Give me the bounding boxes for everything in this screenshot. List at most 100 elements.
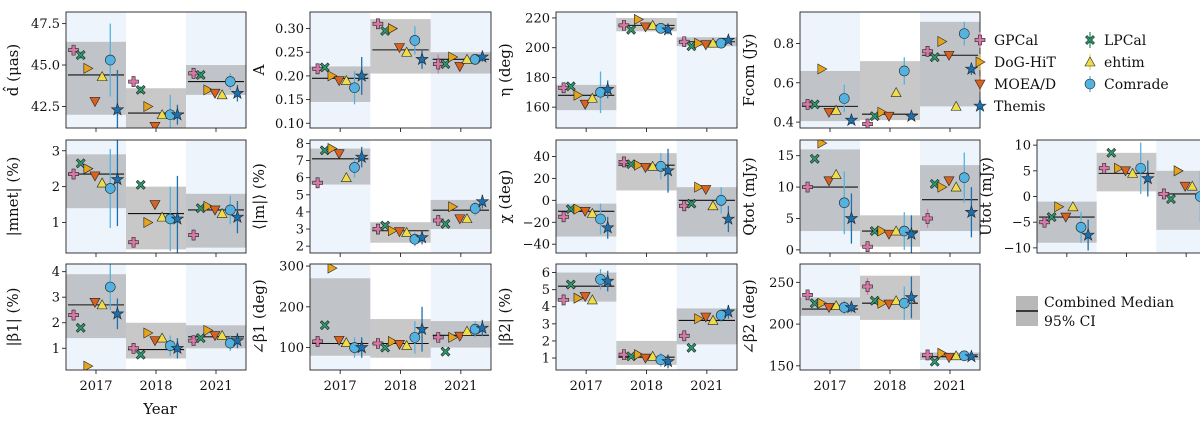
point-themis-2017 — [844, 300, 859, 314]
point-gpcal-2017 — [1039, 216, 1050, 228]
point-gpcal-2021 — [188, 335, 199, 346]
point-themis-2018 — [170, 211, 185, 225]
y-axis-label-m: ⟨|m|⟩ (%) — [250, 163, 268, 230]
year-shade-2017 — [800, 264, 860, 370]
point-themis-2017 — [110, 306, 125, 320]
point-lpcal-2021 — [686, 342, 697, 353]
point-comrade-2017 — [104, 281, 116, 293]
point-moead-2021 — [209, 205, 221, 216]
point-ehtim-2017 — [340, 337, 352, 347]
point-dog-hit-2021 — [203, 200, 214, 212]
point-comrade-2021 — [958, 172, 970, 183]
point-themis-2021 — [230, 333, 245, 347]
point-dog-hit-2017 — [573, 203, 584, 215]
point-themis-2017 — [354, 68, 369, 82]
point-themis-2021 — [230, 209, 245, 223]
point-dog-hit-2018 — [143, 327, 154, 339]
y-tick-label-chi: 40 — [533, 150, 550, 165]
y-tick-label-F: 0.6 — [773, 76, 794, 91]
y-tick-label-mnet: 3 — [52, 144, 60, 159]
point-dog-hit-2017 — [817, 63, 828, 75]
point-dog-hit-2017 — [83, 163, 94, 175]
point-ehtim-2018 — [890, 86, 902, 97]
point-lpcal-2017 — [1046, 212, 1057, 222]
point-moead-2021 — [209, 331, 221, 342]
point-themis-2017 — [844, 211, 859, 225]
point-themis-2018 — [415, 322, 429, 336]
y-tick-label-m: 6 — [296, 171, 304, 186]
y-axis-label-Q: Qtot (mJy) — [740, 157, 758, 236]
point-ehtim-2018 — [156, 211, 168, 222]
y-tick-label-d: 42.5 — [31, 100, 60, 115]
point-gpcal-2018 — [618, 20, 630, 31]
y-tick-label-m: 8 — [296, 137, 304, 152]
point-comrade-2021 — [224, 76, 236, 87]
plot-area-F — [800, 12, 980, 128]
y-tick-label-m: 3 — [296, 223, 304, 238]
point-moead-2018 — [639, 163, 651, 174]
point-moead-2021 — [943, 50, 955, 61]
point-gpcal-2017 — [558, 294, 569, 306]
legend-item-moead: MOEA/D — [974, 76, 1056, 93]
point-dog-hit-2017 — [573, 89, 584, 101]
panel-beta1: 1 2 3 4 2017 2018 2021 |β1| (%) — [4, 263, 247, 394]
point-comrade-2017 — [349, 82, 360, 94]
point-ehtim-2021 — [950, 350, 962, 361]
point-comrade-2017 — [595, 213, 606, 225]
x-axis-label: Year — [142, 400, 177, 418]
point-gpcal-2017 — [68, 44, 79, 56]
point-comrade-2017 — [1075, 222, 1087, 233]
point-gpcal-2021 — [678, 330, 690, 342]
legend-marker-comrade — [1084, 78, 1096, 90]
point-gpcal-2017 — [558, 82, 569, 94]
point-gpcal-2017 — [558, 211, 569, 223]
point-ehtim-2018 — [401, 226, 413, 237]
y-axis-label-angbeta1: ∠β1 (deg) — [250, 279, 268, 354]
legend-label: DoG-HiT — [994, 55, 1057, 71]
point-moead-2017 — [1060, 212, 1072, 223]
point-moead-2021 — [454, 62, 466, 73]
point-dog-hit-2018 — [633, 159, 644, 171]
point-lpcal-2017 — [565, 81, 576, 92]
point-themis-2018 — [661, 354, 675, 368]
legend-median-label: Combined Median — [1044, 295, 1174, 311]
point-dog-hit-2021 — [937, 35, 948, 48]
point-themis-2017 — [600, 220, 615, 234]
point-ehtim-2017 — [96, 71, 108, 81]
point-comrade-2018 — [898, 297, 910, 309]
plot-area-m — [310, 140, 491, 253]
point-dog-hit-2018 — [633, 13, 644, 25]
point-gpcal-2017 — [802, 289, 813, 301]
plot-area-eta — [556, 12, 737, 128]
point-gpcal-2021 — [188, 229, 199, 241]
y-tick-label-beta1: 1 — [52, 342, 60, 357]
plot-area-angbeta1 — [310, 264, 491, 370]
y-tick-label-Q: 10 — [777, 181, 794, 196]
point-dog-hit-2018 — [143, 216, 154, 229]
point-dog-hit-2021 — [203, 324, 214, 336]
point-themis-2021 — [721, 33, 736, 47]
y-tick-label-beta1: 2 — [52, 316, 60, 331]
point-ehtim-2017 — [96, 299, 108, 310]
point-gpcal-2018 — [372, 18, 384, 30]
point-comrade-2021 — [469, 203, 481, 214]
panel-U: −10 −5 0 5 10 Utot (mJy) — [977, 139, 1200, 257]
point-themis-2017 — [1081, 227, 1095, 241]
point-gpcal-2018 — [128, 236, 139, 248]
point-dog-hit-2021 — [694, 37, 705, 49]
point-dog-hit-2018 — [877, 297, 888, 309]
y-tick-label-m: 5 — [296, 188, 304, 203]
y-tick-label-F: 0.4 — [773, 116, 794, 131]
point-comrade-2021 — [958, 28, 970, 39]
point-moead-2021 — [700, 40, 712, 51]
y-tick-label-beta2: 4 — [542, 300, 550, 315]
y-axis-label-beta2: |β2| (%) — [496, 287, 514, 346]
point-themis-2017 — [110, 172, 125, 186]
point-ehtim-2018 — [156, 109, 168, 120]
point-moead-2018 — [639, 22, 651, 33]
point-themis-2017 — [600, 82, 615, 96]
point-ehtim-2018 — [401, 46, 413, 57]
point-ehtim-2018 — [647, 19, 659, 30]
x-tick-label-2018: 2018 — [384, 379, 417, 394]
